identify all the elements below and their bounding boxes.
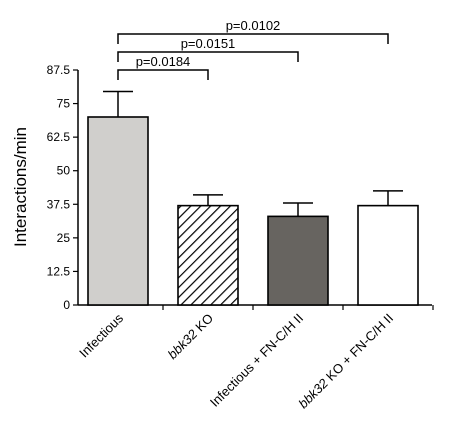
y-tick-label: 37.5 [47,197,71,211]
x-tick-label: Infectious [76,310,126,360]
y-axis-label: Interactions/min [11,127,30,247]
x-tick-label: bbk32 KO [165,311,216,362]
y-tick-label: 50 [57,164,71,178]
significance-label: p=0.0102 [226,18,281,33]
y-tick-label: 12.5 [47,264,71,278]
y-tick-label: 62.5 [47,130,71,144]
bar [267,215,329,306]
x-tick-label: bbk32 KO + FN-C/H II [295,311,396,412]
bars [87,90,419,306]
bar [177,204,239,306]
y-tick-label: 25 [57,231,71,245]
significance-bracket [117,51,299,62]
significance-label: p=0.0184 [136,54,191,69]
significance-bracket [117,33,389,44]
significance-brackets: p=0.0184 p=0.0151 p=0.0102 [117,18,389,80]
y-tick-label: 75 [57,97,71,111]
bar [357,204,419,306]
bar [87,116,149,306]
x-tick-label-text: Infectious + FN-C/H II [207,311,306,410]
significance-bracket [117,69,209,80]
significance-label: p=0.0151 [181,36,236,51]
x-tick-label-text: Infectious [76,310,126,360]
x-tick-label: Infectious + FN-C/H II [207,311,306,410]
y-tick-label: 0 [63,298,70,312]
y-tick-label: 87.5 [47,63,71,77]
x-tick-label-text: KO + FN-C/H II [320,311,396,387]
